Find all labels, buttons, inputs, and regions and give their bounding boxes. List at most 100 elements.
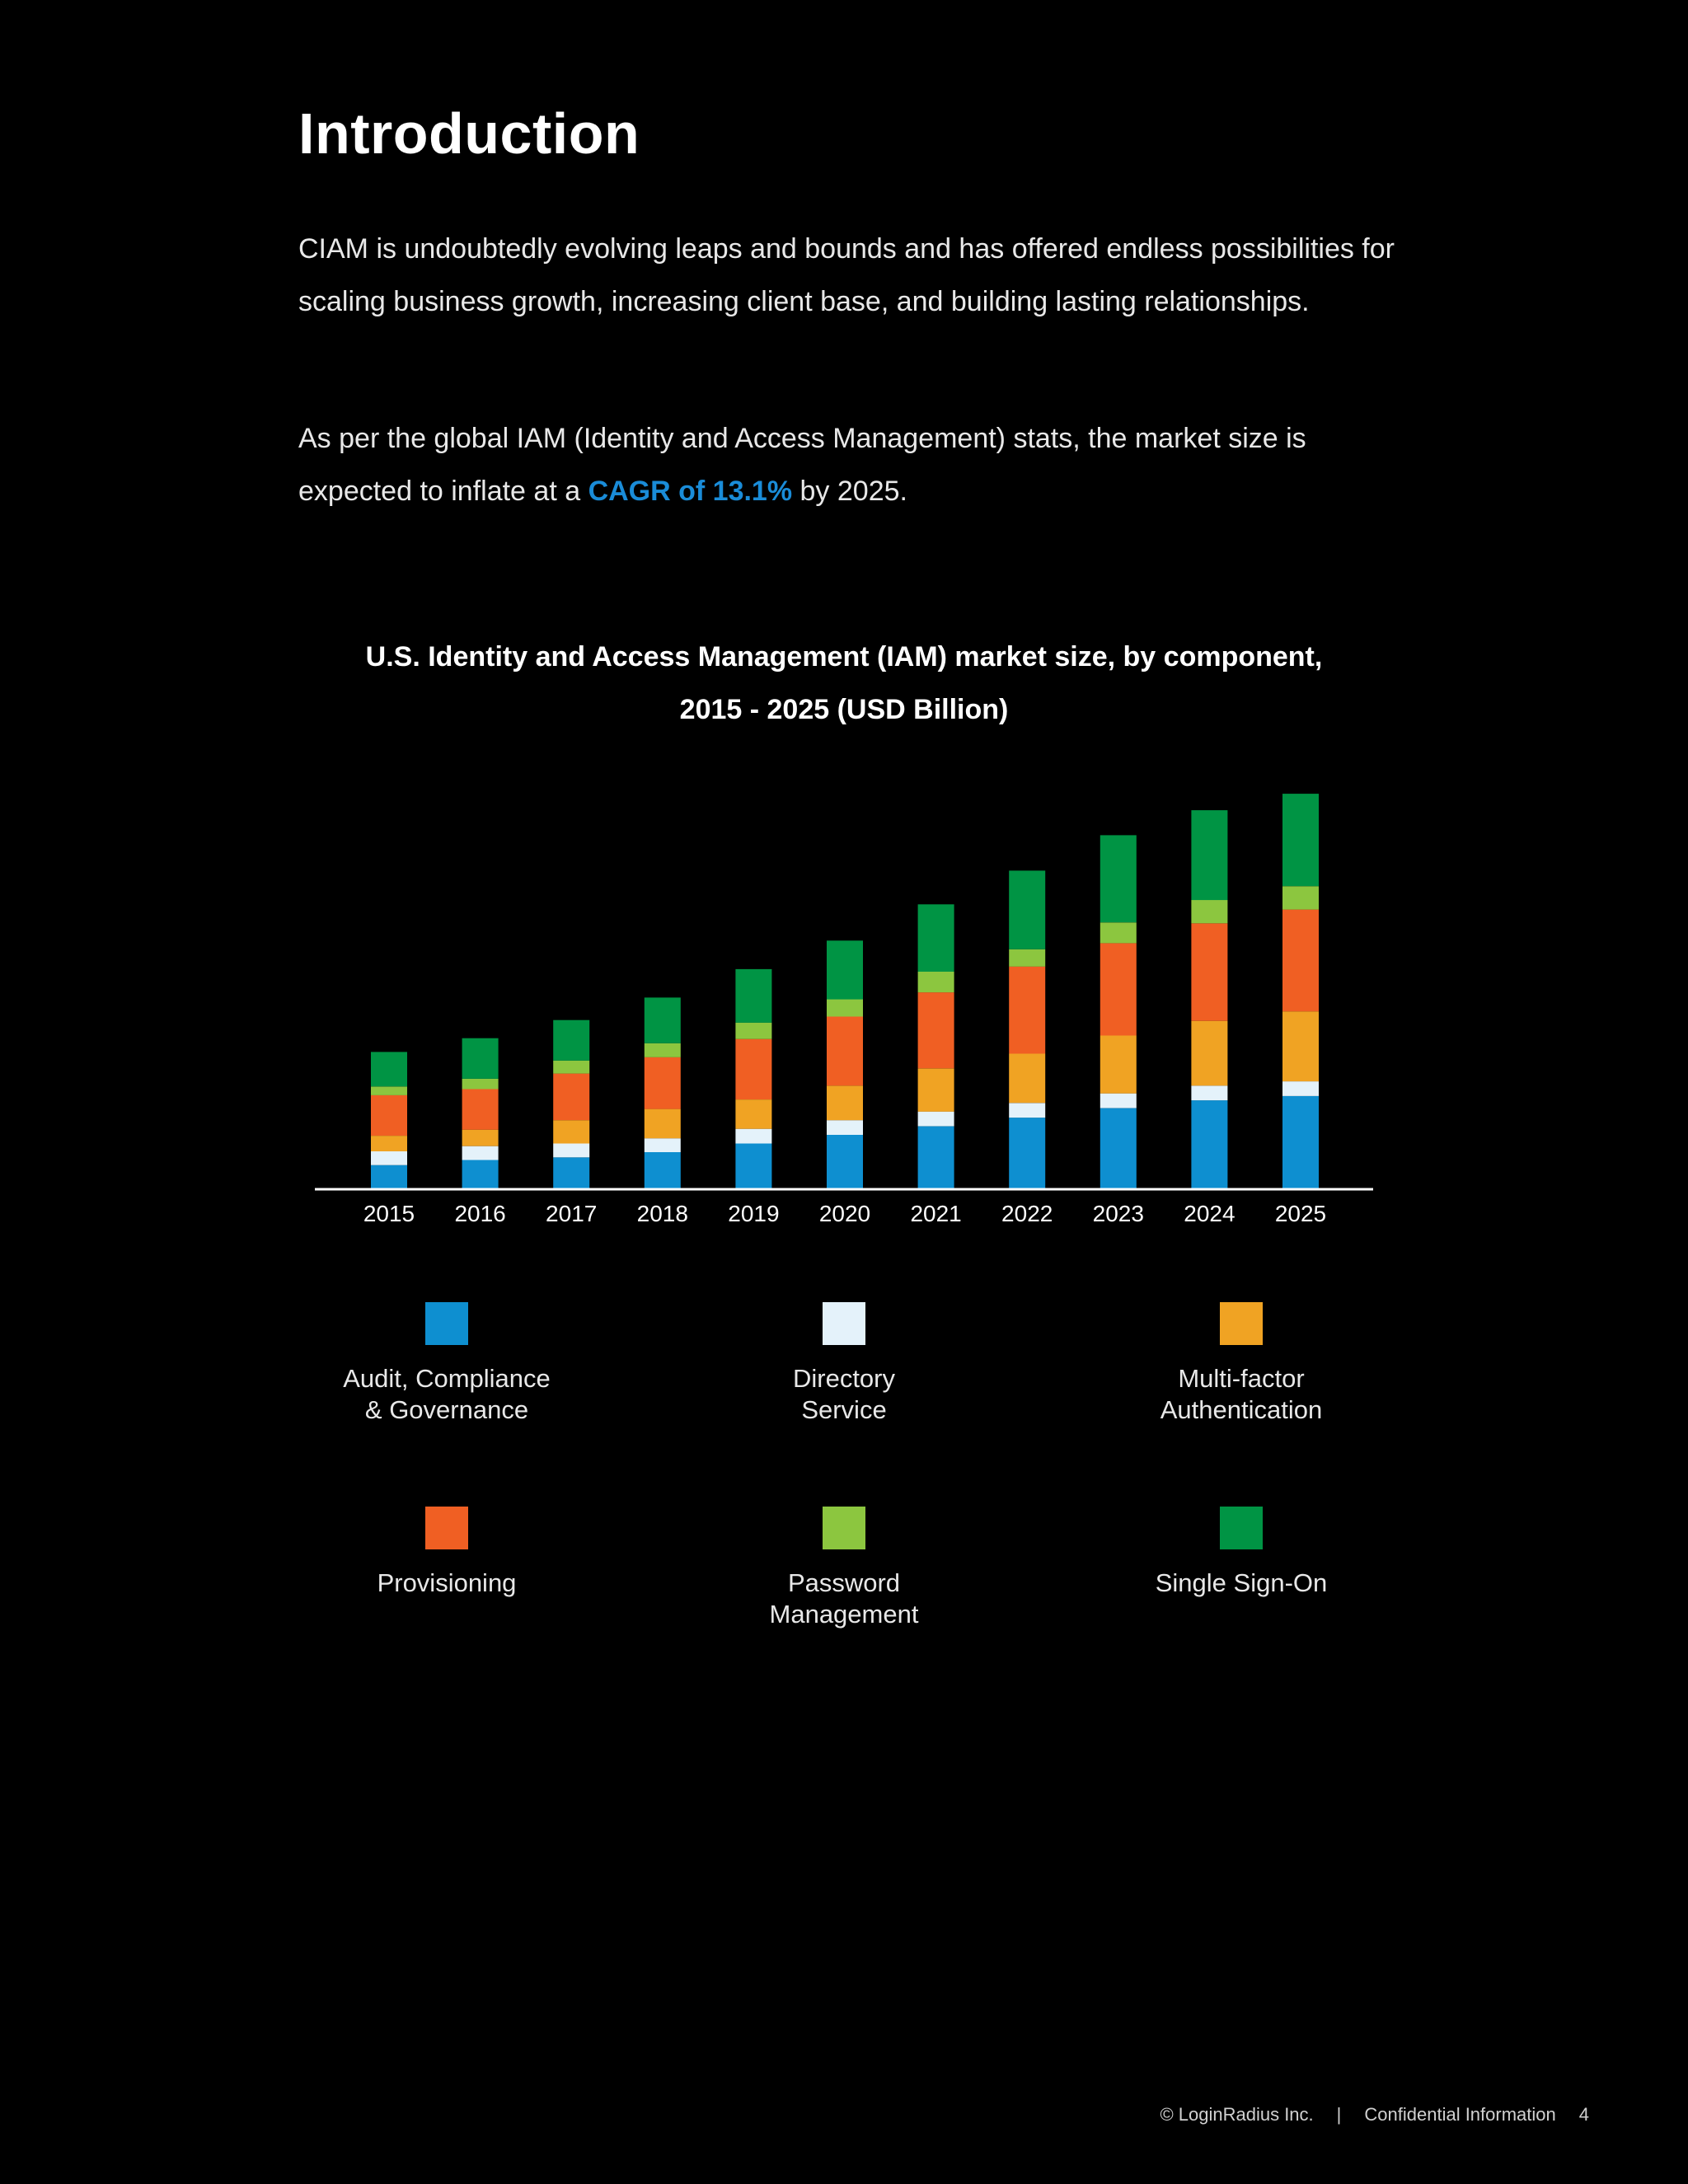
bar-2019-series-3 bbox=[735, 1038, 772, 1099]
footer: © LoginRadius Inc. | Confidential Inform… bbox=[1160, 2104, 1589, 2125]
bar-2018-series-5 bbox=[644, 997, 681, 1043]
stats-text-prefix: As per the global IAM (Identity and Acce… bbox=[298, 423, 1306, 507]
bar-2021-series-2 bbox=[917, 1068, 954, 1112]
bar-2023-series-3 bbox=[1100, 943, 1137, 1036]
chart-title-line-2: 2015 - 2025 (USD Billion) bbox=[679, 694, 1009, 725]
bar-2019-series-1 bbox=[735, 1128, 772, 1144]
bar-2020-series-1 bbox=[827, 1120, 863, 1135]
bar-2017-series-5 bbox=[553, 1019, 590, 1061]
legend-swatch-mfa bbox=[1220, 1302, 1263, 1345]
chart-legend: Audit, Compliance & Governance Directory… bbox=[298, 1302, 1390, 1648]
bar-2017-series-3 bbox=[553, 1073, 590, 1121]
bar-2024-series-5 bbox=[1191, 810, 1228, 901]
footer-page-number: 4 bbox=[1578, 2104, 1589, 2125]
bar-2023-series-2 bbox=[1100, 1035, 1137, 1094]
bar-2015-series-4 bbox=[371, 1086, 407, 1095]
bar-2016-series-5 bbox=[462, 1038, 499, 1079]
legend-swatch-sso bbox=[1220, 1507, 1263, 1549]
bar-2025-series-1 bbox=[1282, 1081, 1319, 1096]
bar-2017-series-4 bbox=[553, 1060, 590, 1074]
bar-2022-series-5 bbox=[1009, 870, 1046, 949]
legend-swatch-provisioning bbox=[425, 1507, 468, 1549]
bar-2022-series-2 bbox=[1009, 1053, 1046, 1104]
bar-2024-series-1 bbox=[1191, 1085, 1228, 1101]
bar-2023-series-5 bbox=[1100, 835, 1137, 923]
legend-item-sso: Single Sign-On bbox=[1093, 1507, 1390, 1599]
legend-label-sso: Single Sign-On bbox=[1155, 1568, 1328, 1597]
x-tick-label-2020: 2020 bbox=[819, 1201, 870, 1226]
stacked-bar-chart: 2015 2016 2017 2018 2019 2020 2021 2022 2023 2024… bbox=[315, 794, 1373, 1226]
x-tick-label-2021: 2021 bbox=[910, 1201, 961, 1226]
bar-2016-series-1 bbox=[462, 1146, 499, 1160]
bar-2019-series-5 bbox=[735, 968, 772, 1023]
bar-2020-series-3 bbox=[827, 1016, 863, 1086]
bar-2022-series-4 bbox=[1009, 949, 1046, 967]
x-tick-label-2018: 2018 bbox=[637, 1201, 688, 1226]
bar-2022-series-0 bbox=[1009, 1118, 1046, 1188]
x-tick-label-2015: 2015 bbox=[363, 1201, 415, 1226]
bar-2025-series-2 bbox=[1282, 1011, 1319, 1082]
bar-2016-series-2 bbox=[462, 1129, 499, 1146]
bar-2015-series-1 bbox=[371, 1151, 407, 1165]
bar-2024-series-3 bbox=[1191, 923, 1228, 1021]
legend-label-audit: Audit, Compliance & Governance bbox=[343, 1364, 551, 1424]
chart-title-line-1: U.S. Identity and Access Management (IAM… bbox=[365, 641, 1323, 673]
legend-label-provisioning: Provisioning bbox=[377, 1568, 517, 1597]
bar-2025-series-5 bbox=[1282, 794, 1319, 887]
bar-2021-series-5 bbox=[917, 904, 954, 972]
bar-2016-series-0 bbox=[462, 1160, 499, 1188]
bar-2024-series-4 bbox=[1191, 900, 1228, 924]
bar-2016-series-3 bbox=[462, 1089, 499, 1130]
legend-label-mfa: Multi-factor Authentication bbox=[1160, 1364, 1323, 1424]
bar-2024-series-2 bbox=[1191, 1020, 1228, 1086]
bar-2015-series-3 bbox=[371, 1094, 407, 1136]
intro-paragraph: CIAM is undoubtedly evolving leaps and b… bbox=[298, 233, 1395, 317]
bar-2020-series-0 bbox=[827, 1135, 863, 1188]
x-tick-label-2025: 2025 bbox=[1275, 1201, 1326, 1226]
footer-confidential: Confidential Information bbox=[1364, 2104, 1556, 2125]
x-tick-label-2016: 2016 bbox=[454, 1201, 505, 1226]
legend-item-audit: Audit, Compliance & Governance bbox=[298, 1302, 595, 1426]
legend-item-directory: Directory Service bbox=[696, 1302, 992, 1426]
bar-2020-series-4 bbox=[827, 999, 863, 1017]
legend-label-directory: Directory Service bbox=[792, 1364, 895, 1424]
bar-2018-series-1 bbox=[644, 1138, 681, 1152]
stats-text-suffix: by 2025. bbox=[792, 476, 907, 507]
footer-copyright: © LoginRadius Inc. bbox=[1160, 2104, 1314, 2125]
bar-2021-series-4 bbox=[917, 972, 954, 993]
bar-2018-series-4 bbox=[644, 1043, 681, 1057]
x-tick-label-2017: 2017 bbox=[546, 1201, 597, 1226]
bar-2022-series-1 bbox=[1009, 1103, 1046, 1118]
bar-2019-series-4 bbox=[735, 1022, 772, 1039]
legend-item-provisioning: Provisioning bbox=[298, 1507, 595, 1599]
bar-2020-series-2 bbox=[827, 1085, 863, 1121]
bar-2023-series-4 bbox=[1100, 922, 1137, 944]
bar-2017-series-1 bbox=[553, 1143, 590, 1158]
x-tick-label-2022: 2022 bbox=[1001, 1201, 1053, 1226]
legend-item-password: Password Management bbox=[696, 1507, 992, 1630]
bar-2017-series-0 bbox=[553, 1157, 590, 1188]
legend-swatch-directory bbox=[823, 1302, 865, 1345]
bar-2019-series-0 bbox=[735, 1143, 772, 1188]
legend-label-password: Password Management bbox=[769, 1568, 919, 1629]
chart-title: U.S. Identity and Access Management (IAM… bbox=[298, 630, 1390, 736]
bar-2023-series-0 bbox=[1100, 1108, 1137, 1188]
bar-2018-series-3 bbox=[644, 1057, 681, 1109]
bar-2018-series-0 bbox=[644, 1152, 681, 1188]
bar-2020-series-5 bbox=[827, 940, 863, 1000]
x-tick-label-2023: 2023 bbox=[1093, 1201, 1144, 1226]
footer-separator: | bbox=[1336, 2104, 1342, 2125]
x-tick-label-2024: 2024 bbox=[1184, 1201, 1235, 1226]
bar-2016-series-4 bbox=[462, 1078, 499, 1090]
bar-2019-series-2 bbox=[735, 1099, 772, 1129]
cagr-highlight: CAGR of 13.1% bbox=[588, 476, 793, 507]
bar-2021-series-1 bbox=[917, 1111, 954, 1127]
bar-2015-series-2 bbox=[371, 1136, 407, 1151]
bar-2015-series-5 bbox=[371, 1052, 407, 1087]
legend-swatch-audit bbox=[425, 1302, 468, 1345]
bar-2021-series-3 bbox=[917, 992, 954, 1069]
legend-item-mfa: Multi-factor Authentication bbox=[1093, 1302, 1390, 1426]
legend-swatch-password bbox=[823, 1507, 865, 1549]
stats-paragraph: As per the global IAM (Identity and Acce… bbox=[298, 412, 1403, 518]
bar-2025-series-0 bbox=[1282, 1095, 1319, 1188]
